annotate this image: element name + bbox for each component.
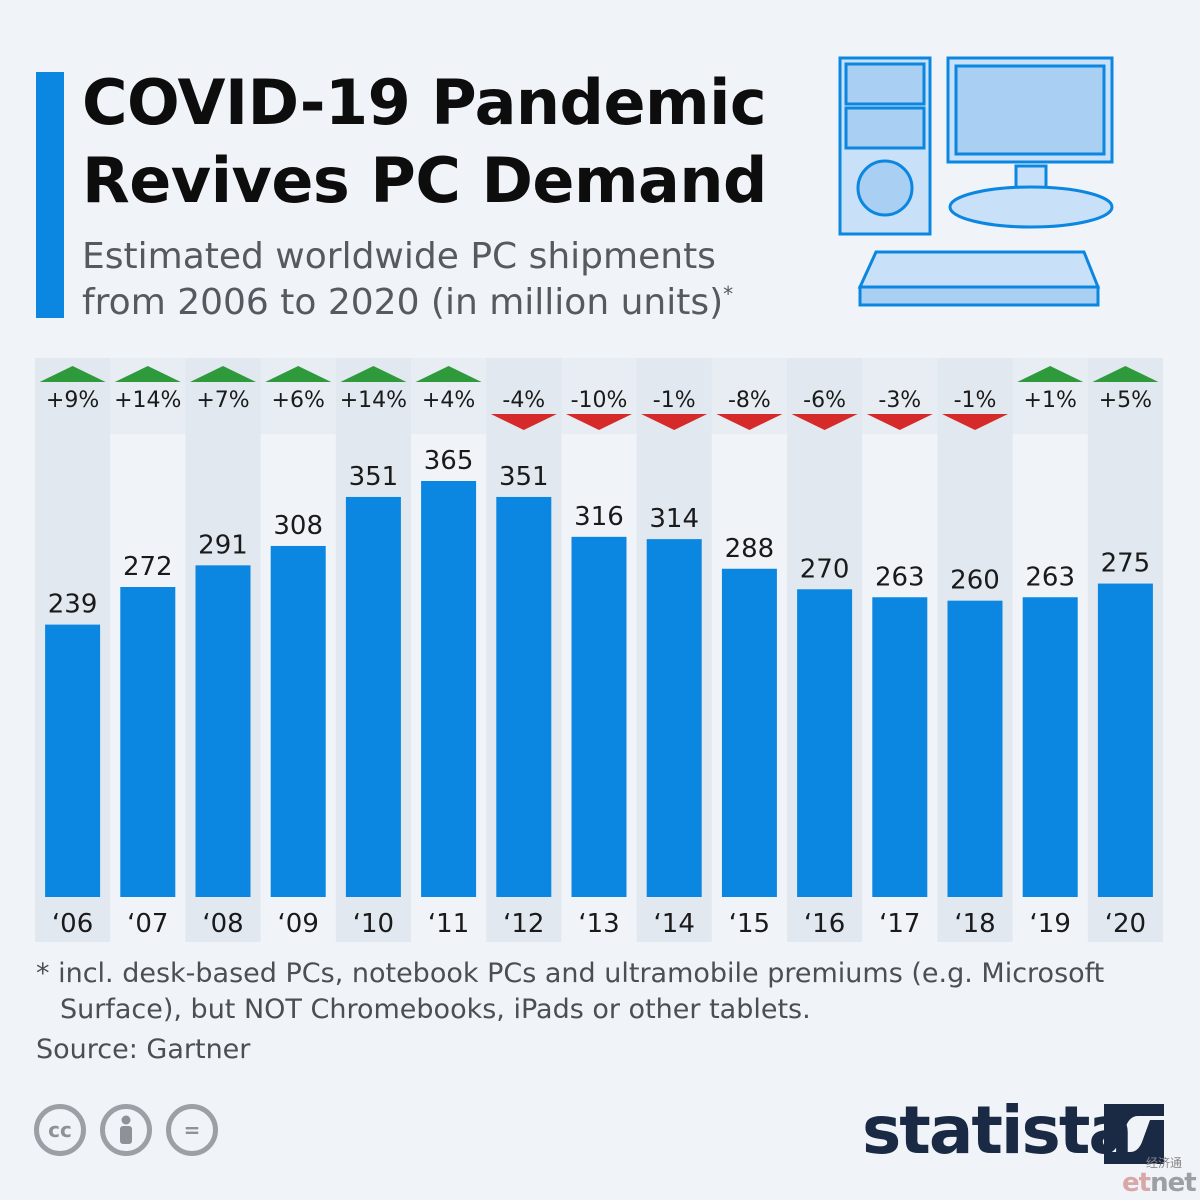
value-label: 314 — [649, 504, 699, 534]
increase-arrow-icon — [190, 366, 256, 382]
bar — [120, 586, 176, 897]
increase-arrow-icon — [39, 366, 106, 382]
increase-arrow-icon — [1092, 366, 1159, 382]
value-label: 239 — [48, 590, 98, 620]
x-tick-label: ‘17 — [879, 909, 920, 939]
increase-arrow-icon — [415, 366, 482, 382]
x-tick-label: ‘15 — [729, 909, 770, 939]
bar — [646, 539, 702, 897]
change-label: -6% — [803, 388, 846, 413]
subtitle-text: Estimated worldwide PC shipments from 20… — [82, 236, 724, 323]
change-indicators: +9% +14% +7% +6% +14% +4% -4% -10% -1% -8% -6% -3% -… — [39, 366, 1159, 430]
watermark-chinese: 经济通 — [1146, 1156, 1183, 1170]
value-label: 291 — [198, 530, 248, 560]
x-tick-label: ‘18 — [954, 909, 995, 939]
decrease-arrow-icon — [791, 414, 858, 430]
statista-logo-text[interactable]: statista — [862, 1092, 1133, 1169]
title-accent-bar — [36, 72, 64, 318]
bar — [571, 536, 627, 897]
bar — [1097, 583, 1153, 897]
footnote: * incl. desk-based PCs, notebook PCs and… — [36, 958, 1105, 1025]
watermark-et: et — [1122, 1168, 1151, 1198]
bar — [421, 481, 477, 897]
value-labels: 239 272 291 308 351 365 351 316 314 288 270 263 260 2… — [48, 446, 1150, 620]
change-label: +4% — [422, 388, 475, 413]
change-label: +1% — [1024, 388, 1077, 413]
decrease-arrow-icon — [716, 414, 783, 430]
subtitle-footnote-mark: * — [723, 282, 734, 306]
x-tick-label: ‘20 — [1105, 909, 1146, 939]
decrease-arrow-icon — [641, 414, 708, 430]
decrease-arrow-icon — [490, 414, 557, 430]
value-label: 260 — [950, 566, 1000, 596]
person-icon[interactable] — [100, 1104, 152, 1156]
bar — [872, 597, 928, 897]
bar — [345, 496, 401, 897]
chart-title: COVID-19 Pandemic Revives PC Demand — [82, 66, 767, 217]
person-glyph — [120, 1115, 132, 1144]
value-label: 272 — [123, 552, 173, 582]
x-axis-labels: ‘06 ‘07 ‘08 ‘09 ‘10 ‘11 ‘12 ‘13 ‘14 ‘15 ‘16 ‘17 ‘18 ‘… — [52, 909, 1146, 939]
value-label: 288 — [725, 534, 775, 564]
decrease-arrow-icon — [566, 414, 632, 430]
value-label: 308 — [273, 511, 323, 541]
increase-arrow-icon — [114, 366, 181, 382]
value-label: 263 — [875, 562, 925, 592]
x-tick-label: ‘16 — [804, 909, 845, 939]
value-label: 365 — [424, 446, 474, 476]
x-tick-label: ‘13 — [578, 909, 619, 939]
change-label: +14% — [340, 388, 407, 413]
change-label: -3% — [878, 388, 921, 413]
bar — [45, 624, 101, 897]
value-label: 351 — [499, 462, 549, 492]
change-label: +7% — [196, 388, 249, 413]
decrease-arrow-icon — [866, 414, 933, 430]
increase-arrow-icon — [265, 366, 332, 382]
bar — [496, 496, 552, 897]
increase-arrow-icon — [1017, 366, 1084, 382]
increase-arrow-icon — [340, 366, 407, 382]
x-tick-label: ‘14 — [654, 909, 695, 939]
bar — [270, 545, 326, 897]
desktop-pc-icon — [838, 56, 1114, 307]
x-tick-label: ‘07 — [127, 909, 168, 939]
value-label: 316 — [574, 502, 624, 532]
change-label: -1% — [653, 388, 696, 413]
value-label: 275 — [1101, 549, 1151, 579]
value-label: 270 — [800, 554, 850, 584]
watermark-net: net — [1150, 1168, 1197, 1198]
statista-logo-mark — [1104, 1104, 1164, 1164]
value-label: 263 — [1025, 562, 1075, 592]
change-label: +14% — [114, 388, 181, 413]
source-note: Source: Gartner — [36, 1034, 251, 1065]
license-icons: cc = — [34, 1104, 218, 1156]
x-tick-label: ‘08 — [202, 909, 243, 939]
x-tick-label: ‘10 — [353, 909, 394, 939]
bars — [45, 481, 1153, 897]
change-label: -8% — [728, 388, 771, 413]
watermark-etnet: etnet — [1122, 1168, 1197, 1198]
bar — [721, 568, 777, 897]
x-tick-label: ‘09 — [278, 909, 319, 939]
change-label: -10% — [571, 388, 628, 413]
change-label: +9% — [46, 388, 99, 413]
bar — [947, 600, 1003, 897]
change-label: -1% — [954, 388, 997, 413]
x-tick-label: ‘19 — [1030, 909, 1071, 939]
change-label: +5% — [1099, 388, 1152, 413]
cc-icon[interactable]: cc — [34, 1104, 86, 1156]
x-tick-label: ‘11 — [428, 909, 469, 939]
bar — [195, 565, 251, 897]
equals-icon[interactable]: = — [166, 1104, 218, 1156]
x-tick-label: ‘06 — [52, 909, 93, 939]
chart-subtitle: Estimated worldwide PC shipments from 20… — [82, 234, 802, 326]
bar — [1022, 597, 1078, 897]
x-tick-label: ‘12 — [503, 909, 544, 939]
change-label: +6% — [272, 388, 325, 413]
decrease-arrow-icon — [942, 414, 1008, 430]
value-label: 351 — [349, 462, 399, 492]
change-label: -4% — [502, 388, 545, 413]
bar — [797, 589, 853, 897]
